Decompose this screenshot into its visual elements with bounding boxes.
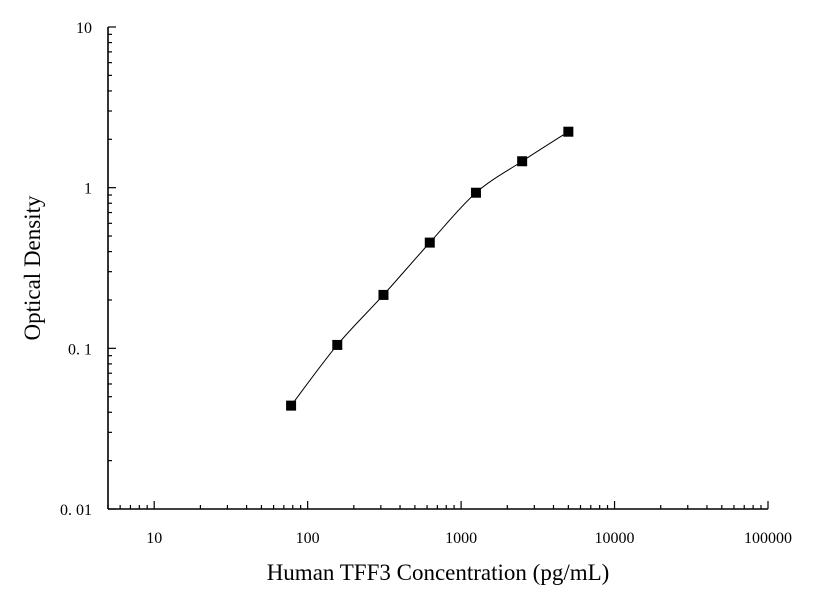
y-axis-title: Optical Density: [20, 195, 45, 340]
data-point: [563, 126, 574, 137]
y-tick-label: 0. 01: [60, 502, 92, 519]
data-points: [286, 126, 574, 411]
y-tick-label: 0. 1: [68, 341, 92, 358]
data-point: [470, 187, 481, 198]
data-point: [517, 156, 528, 167]
x-axis-title: Human TFF3 Concentration (pg/mL): [267, 560, 610, 585]
y-tick-label: 1: [84, 181, 92, 198]
x-tick-label: 10: [146, 530, 162, 547]
x-tick-label: 10000: [595, 530, 635, 547]
data-point: [332, 339, 343, 350]
data-point: [378, 289, 389, 300]
y-tick-label: 10: [76, 20, 92, 37]
y-tick-labels: 0. 01 0. 1 1 10: [60, 20, 92, 519]
fit-curve: [290, 131, 569, 406]
x-tick-label: 1000: [445, 530, 477, 547]
axis-ticks: [107, 26, 769, 510]
x-tick-label: 100: [296, 530, 320, 547]
x-tick-label: 100000: [744, 530, 792, 547]
data-point: [286, 400, 297, 411]
data-point: [424, 237, 435, 248]
x-tick-labels: 10 100 1000 10000 100000: [146, 530, 792, 547]
